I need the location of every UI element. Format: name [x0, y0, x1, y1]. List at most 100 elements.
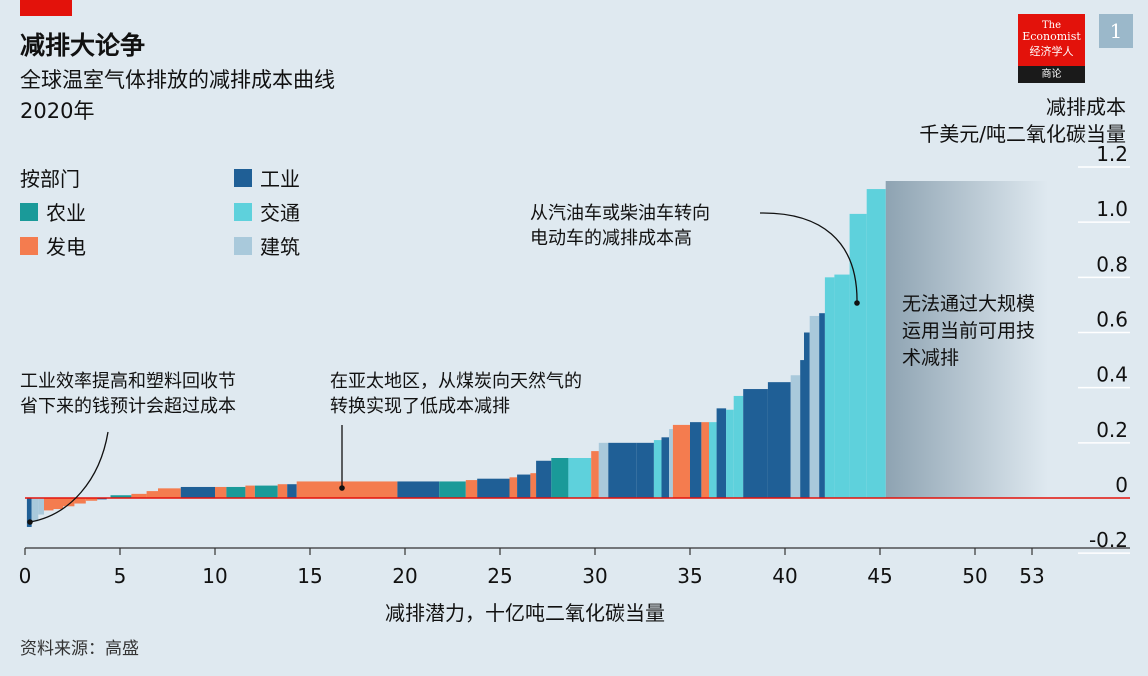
y-axis-label-line2: 千美元/吨二氧化碳当量 [919, 122, 1126, 146]
bar-industry [800, 360, 804, 498]
logo-line-3: 经济学人 [1029, 45, 1074, 58]
bar-power [131, 493, 147, 498]
y-tick-label: 0.6 [1096, 308, 1128, 332]
annotation-electric-vehicles: 从汽油车或柴油车转向 电动车的减排成本高 [530, 201, 710, 251]
annotation-ev-text: 从汽油车或柴油车转向 电动车的减排成本高 [530, 203, 710, 249]
chart-subtitle: 全球温室气体排放的减排成本曲线 [20, 68, 335, 92]
y-tick-label: 0.8 [1096, 252, 1128, 276]
bar-power [53, 498, 63, 510]
bar-buildings [669, 429, 673, 498]
bar-transport [568, 458, 592, 498]
bar-agriculture [439, 481, 466, 498]
y-tick-label: 0.2 [1096, 418, 1128, 442]
annotation-coal-to-gas-text: 在亚太地区，从煤炭向天然气的 转换实现了低成本减排 [330, 371, 582, 417]
bar-transport [834, 274, 850, 498]
y-tick-label: 1.0 [1096, 197, 1128, 221]
annotation-efficiency: 工业效率提高和塑料回收节 省下来的钱预计会超过成本 [20, 369, 236, 419]
bar-industry [804, 332, 810, 498]
bar-buildings [790, 375, 801, 498]
bar-agriculture [551, 458, 569, 498]
economist-logo: The Economist 经济学人 商论 [1018, 14, 1085, 83]
bar-transport [726, 409, 734, 498]
y-tick-label: 0.4 [1096, 363, 1128, 387]
bar-agriculture [110, 495, 132, 498]
y-axis-label-line1: 减排成本 [1046, 95, 1126, 119]
legend-label-power: 发电 [46, 235, 86, 259]
legend-item-industry: 工业 [234, 163, 300, 192]
legend-item-power: 发电 [20, 231, 86, 260]
bar-power [63, 498, 75, 507]
annotation-leader-ev [759, 212, 858, 304]
annotation-unabated-text: 无法通过大规模 运用当前可用技 术减排 [902, 293, 1036, 369]
x-tick-label: 25 [487, 564, 512, 588]
bar-transport [866, 189, 886, 499]
bar-transport [733, 395, 744, 498]
x-axis-label: 减排潜力，十亿吨二氧化碳当量 [385, 601, 665, 625]
annotation-leader-efficiency [29, 431, 109, 523]
x-tick-label: 53 [1019, 564, 1044, 588]
bar-power [44, 498, 54, 511]
bar-industry [536, 460, 552, 498]
bar-power [245, 485, 255, 498]
accent-bar [20, 0, 72, 16]
x-tick-label: 50 [962, 564, 987, 588]
y-tick-label: 1.2 [1096, 142, 1128, 166]
bar-agriculture [226, 486, 246, 498]
page-number-badge: 1 [1099, 14, 1133, 48]
bar-buildings [598, 442, 609, 498]
chart-title: 减排大论争 [20, 31, 146, 60]
x-tick-label: 5 [114, 564, 127, 588]
x-tick-label: 15 [297, 564, 322, 588]
bar-power [465, 480, 478, 498]
bar-transport [849, 213, 867, 498]
bar-industry [636, 442, 654, 498]
legend-label-agriculture: 农业 [46, 201, 86, 225]
logo-line-4: 商论 [1018, 66, 1085, 83]
bar-agriculture [254, 485, 278, 498]
legend-label-buildings: 建筑 [260, 235, 300, 259]
bar-power [74, 498, 86, 504]
bar-industry [477, 478, 510, 498]
bar-industry [26, 498, 32, 527]
bar-industry [287, 484, 297, 498]
bar-power [701, 422, 709, 498]
logo-line-2: Economist [1022, 30, 1081, 43]
x-tick-label: 10 [202, 564, 227, 588]
bar-buildings [38, 498, 44, 515]
bar-industry [608, 442, 637, 498]
annotation-layer [27, 212, 860, 525]
bar-power [277, 484, 288, 498]
legend-swatch-buildings [234, 236, 252, 255]
bar-industry [517, 474, 531, 498]
x-tick-label: 30 [582, 564, 607, 588]
legend-swatch-transport [234, 202, 252, 221]
bar-power [296, 481, 398, 498]
gridline-layer [1078, 166, 1130, 554]
annotation-dot-coal-to-gas [339, 485, 345, 491]
bar-power [158, 488, 181, 498]
unabated-region-layer [885, 181, 1048, 498]
x-tick-label: 0 [19, 564, 32, 588]
bar-industry [661, 437, 670, 498]
bar-industry [716, 408, 727, 498]
bar-power [509, 477, 518, 498]
bar-buildings [809, 315, 820, 498]
legend-swatch-power [20, 236, 38, 255]
annotation-efficiency-text: 工业效率提高和塑料回收节 省下来的钱预计会超过成本 [20, 371, 236, 417]
source-note: 资料来源：高盛 [20, 639, 139, 659]
annotation-dot-efficiency [27, 519, 33, 525]
axis-layer: 1.21.00.80.60.40.20-0.20 5 10 15 20 25 30 35 40 4… [19, 142, 1130, 588]
annotation-coal-to-gas: 在亚太地区，从煤炭向天然气的 转换实现了低成本减排 [330, 369, 582, 419]
bar-power [530, 473, 537, 498]
bar-power [215, 486, 227, 498]
bar-industry [743, 389, 768, 498]
logo-line-1: The [1041, 20, 1062, 31]
y-tick-label: 0 [1115, 473, 1128, 497]
x-tick-label: 45 [867, 564, 892, 588]
bar-industry [767, 382, 791, 498]
annotation-unabated: 无法通过大规模 运用当前可用技 术减排 [902, 291, 1035, 372]
bar-transport [653, 440, 662, 498]
bar-industry [397, 481, 440, 498]
